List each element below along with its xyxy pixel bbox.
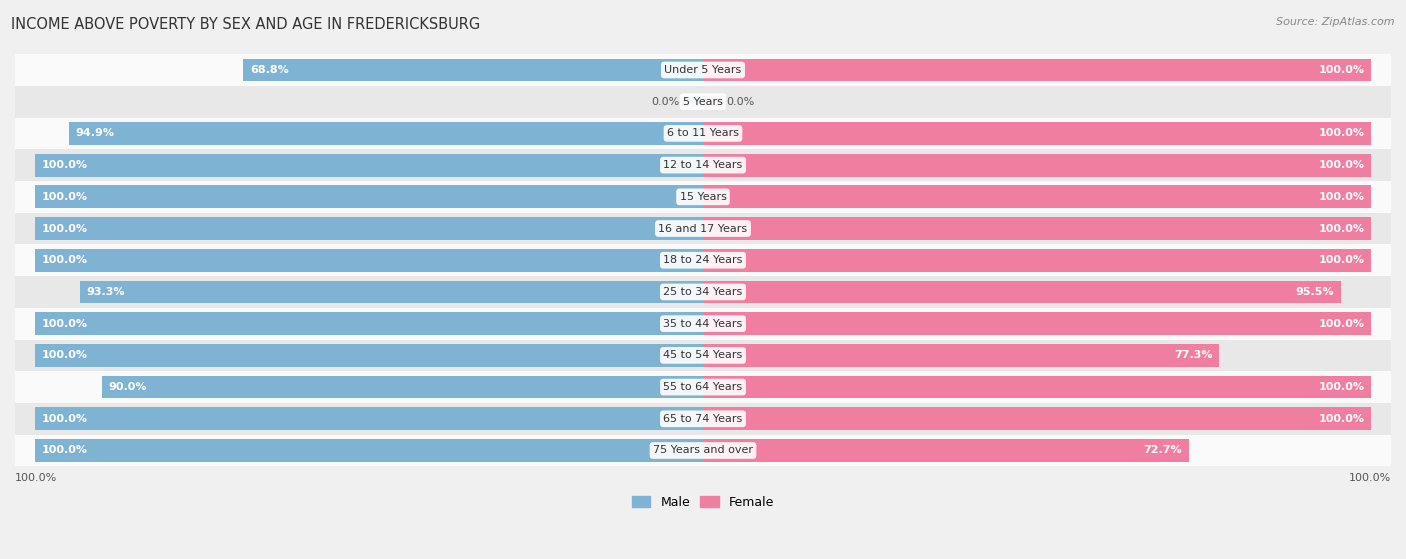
Text: 55 to 64 Years: 55 to 64 Years: [664, 382, 742, 392]
Text: 100.0%: 100.0%: [42, 350, 87, 361]
Text: 5 Years: 5 Years: [683, 97, 723, 107]
Text: 100.0%: 100.0%: [1319, 319, 1364, 329]
Bar: [0, 117, 1406, 149]
Text: 100.0%: 100.0%: [15, 473, 58, 484]
Text: 100.0%: 100.0%: [42, 192, 87, 202]
Text: 100.0%: 100.0%: [42, 224, 87, 234]
Text: 100.0%: 100.0%: [1319, 382, 1364, 392]
Text: 45 to 54 Years: 45 to 54 Years: [664, 350, 742, 361]
Text: 35 to 44 Years: 35 to 44 Years: [664, 319, 742, 329]
Bar: [0, 86, 1406, 117]
Text: 100.0%: 100.0%: [1319, 65, 1364, 75]
Bar: [703, 96, 723, 107]
Bar: [0, 149, 1406, 181]
Text: 75 Years and over: 75 Years and over: [652, 446, 754, 456]
Bar: [703, 154, 1371, 177]
Bar: [0, 244, 1406, 276]
Bar: [35, 217, 703, 240]
Text: 90.0%: 90.0%: [108, 382, 148, 392]
Text: 0.0%: 0.0%: [651, 97, 679, 107]
Text: 16 and 17 Years: 16 and 17 Years: [658, 224, 748, 234]
Bar: [0, 403, 1406, 435]
Bar: [703, 186, 1371, 209]
Bar: [35, 154, 703, 177]
Bar: [0, 54, 1406, 86]
Text: Source: ZipAtlas.com: Source: ZipAtlas.com: [1277, 17, 1395, 27]
Text: 65 to 74 Years: 65 to 74 Years: [664, 414, 742, 424]
Text: 100.0%: 100.0%: [1319, 160, 1364, 170]
Text: 12 to 14 Years: 12 to 14 Years: [664, 160, 742, 170]
Text: 100.0%: 100.0%: [1319, 414, 1364, 424]
Bar: [703, 59, 1371, 82]
Bar: [0, 435, 1406, 466]
Text: 100.0%: 100.0%: [42, 446, 87, 456]
Text: 6 to 11 Years: 6 to 11 Years: [666, 129, 740, 139]
Bar: [683, 96, 703, 107]
Text: 100.0%: 100.0%: [42, 255, 87, 265]
Text: 93.3%: 93.3%: [87, 287, 125, 297]
Bar: [0, 181, 1406, 212]
Text: 100.0%: 100.0%: [1319, 129, 1364, 139]
Bar: [35, 408, 703, 430]
Text: 95.5%: 95.5%: [1296, 287, 1334, 297]
Text: 18 to 24 Years: 18 to 24 Years: [664, 255, 742, 265]
Text: 100.0%: 100.0%: [1319, 192, 1364, 202]
Text: 100.0%: 100.0%: [42, 414, 87, 424]
Bar: [703, 439, 1188, 462]
Text: 0.0%: 0.0%: [727, 97, 755, 107]
Bar: [703, 408, 1371, 430]
Legend: Male, Female: Male, Female: [627, 491, 779, 514]
Text: 100.0%: 100.0%: [1319, 224, 1364, 234]
Bar: [35, 249, 703, 272]
Bar: [35, 186, 703, 209]
Text: 68.8%: 68.8%: [250, 65, 288, 75]
Text: 72.7%: 72.7%: [1143, 446, 1182, 456]
Bar: [80, 281, 703, 304]
Bar: [703, 312, 1371, 335]
Text: 100.0%: 100.0%: [1319, 255, 1364, 265]
Bar: [703, 376, 1371, 399]
Text: 94.9%: 94.9%: [76, 129, 115, 139]
Text: Under 5 Years: Under 5 Years: [665, 65, 741, 75]
Bar: [101, 376, 703, 399]
Text: 100.0%: 100.0%: [42, 160, 87, 170]
Text: 25 to 34 Years: 25 to 34 Years: [664, 287, 742, 297]
Bar: [0, 371, 1406, 403]
Text: INCOME ABOVE POVERTY BY SEX AND AGE IN FREDERICKSBURG: INCOME ABOVE POVERTY BY SEX AND AGE IN F…: [11, 17, 481, 32]
Bar: [703, 281, 1341, 304]
Bar: [703, 217, 1371, 240]
Bar: [35, 312, 703, 335]
Bar: [0, 308, 1406, 339]
Bar: [35, 344, 703, 367]
Bar: [0, 339, 1406, 371]
Text: 77.3%: 77.3%: [1174, 350, 1212, 361]
Bar: [703, 344, 1219, 367]
Bar: [703, 122, 1371, 145]
Bar: [0, 212, 1406, 244]
Bar: [35, 439, 703, 462]
Text: 100.0%: 100.0%: [42, 319, 87, 329]
Bar: [243, 59, 703, 82]
Text: 15 Years: 15 Years: [679, 192, 727, 202]
Bar: [69, 122, 703, 145]
Bar: [703, 249, 1371, 272]
Bar: [0, 276, 1406, 308]
Text: 100.0%: 100.0%: [1348, 473, 1391, 484]
